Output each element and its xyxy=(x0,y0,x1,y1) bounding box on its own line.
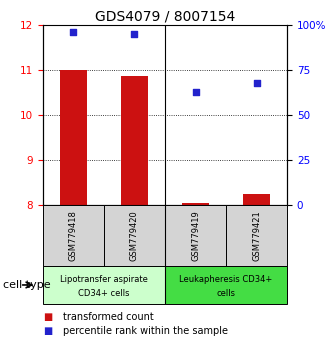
Bar xyxy=(182,203,209,205)
Text: GSM779420: GSM779420 xyxy=(130,210,139,261)
Title: GDS4079 / 8007154: GDS4079 / 8007154 xyxy=(95,10,235,24)
Text: GSM779421: GSM779421 xyxy=(252,210,261,261)
Bar xyxy=(121,76,148,205)
Point xyxy=(193,89,198,95)
Text: GSM779419: GSM779419 xyxy=(191,210,200,261)
Bar xyxy=(43,205,104,266)
Point xyxy=(254,80,259,85)
Text: Leukapheresis CD34+: Leukapheresis CD34+ xyxy=(180,275,273,284)
Bar xyxy=(43,266,165,304)
Text: ■: ■ xyxy=(43,312,52,322)
Text: transformed count: transformed count xyxy=(63,312,153,322)
Bar xyxy=(104,205,165,266)
Point xyxy=(132,31,137,36)
Bar xyxy=(165,266,287,304)
Bar xyxy=(165,205,226,266)
Text: cells: cells xyxy=(216,289,236,298)
Text: GSM779418: GSM779418 xyxy=(69,210,78,261)
Text: Lipotransfer aspirate: Lipotransfer aspirate xyxy=(60,275,148,284)
Bar xyxy=(60,70,87,205)
Bar xyxy=(243,194,270,205)
Text: CD34+ cells: CD34+ cells xyxy=(78,289,130,298)
Text: percentile rank within the sample: percentile rank within the sample xyxy=(63,326,228,336)
Point xyxy=(71,29,76,35)
Text: ■: ■ xyxy=(43,326,52,336)
Text: cell type: cell type xyxy=(3,280,51,290)
Bar xyxy=(226,205,287,266)
